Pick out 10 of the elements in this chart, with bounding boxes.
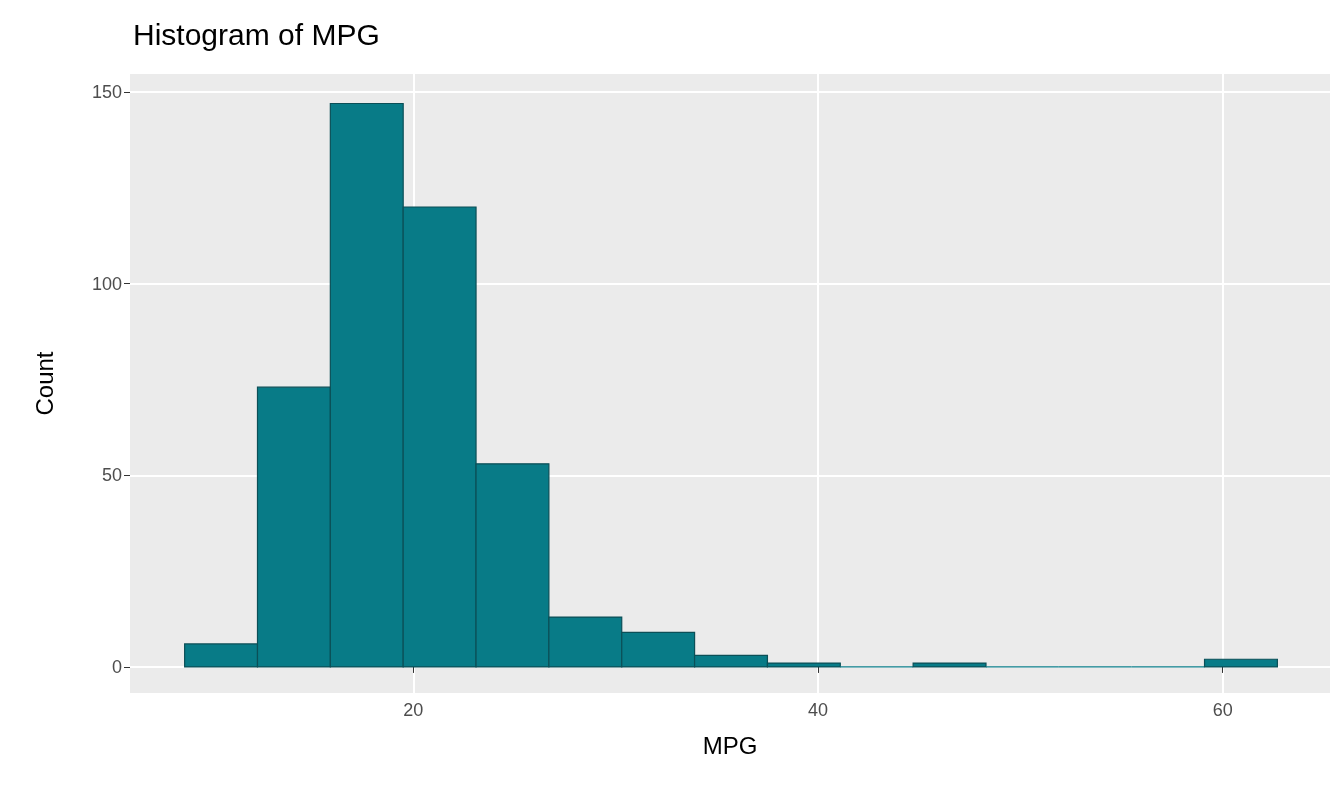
y-tick-label: 150 xyxy=(91,82,122,103)
x-tick-label: 20 xyxy=(403,700,424,720)
x-tick-label: 40 xyxy=(808,700,829,720)
y-tick-label: 0 xyxy=(111,656,122,677)
chart-title: Histogram of MPG xyxy=(133,17,380,51)
x-tick-label: 60 xyxy=(1212,700,1233,720)
y-axis-title: Count xyxy=(30,351,58,416)
y-tick-label: 100 xyxy=(91,273,122,294)
y-tick-label: 50 xyxy=(101,465,122,486)
x-axis-title: MPG xyxy=(702,731,758,759)
